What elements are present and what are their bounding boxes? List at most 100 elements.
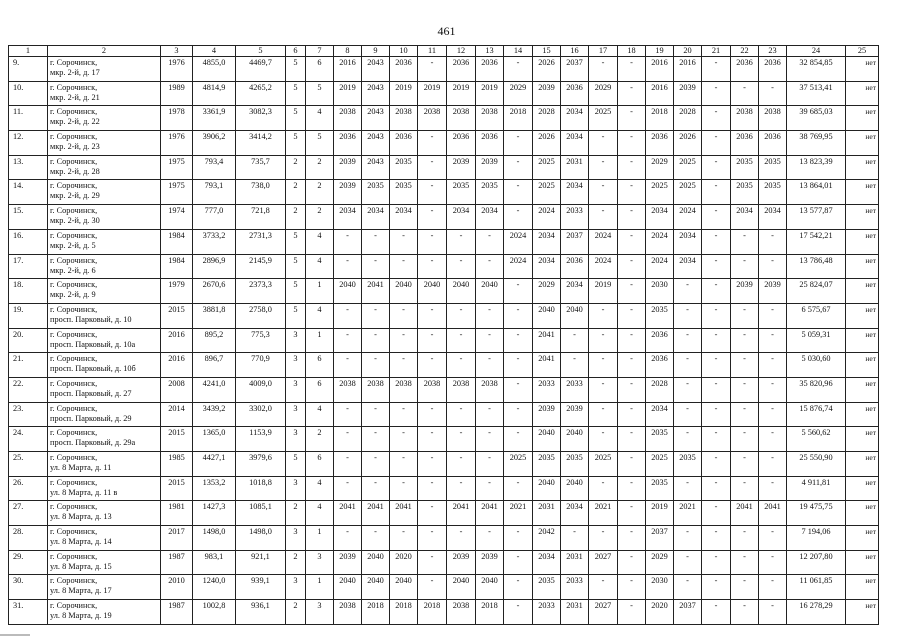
value-cell: 2034 <box>560 500 589 527</box>
value-cell: 1987 <box>160 549 193 576</box>
address-city: г. Сорочинск, <box>50 428 98 438</box>
value-cell: 2039 <box>673 80 702 107</box>
cost-cell: 37 513,41 <box>786 80 846 107</box>
address-street: мкр. 2-й, д. 17 <box>50 68 100 77</box>
column-header: 10 <box>389 45 418 57</box>
value-cell: 2033 <box>560 376 589 403</box>
value-cell: - <box>730 302 759 329</box>
value-cell: 721,8 <box>235 204 286 230</box>
value-cell: - <box>701 376 731 403</box>
value-cell: - <box>758 401 787 428</box>
value-cell: - <box>588 525 618 551</box>
value-cell: - <box>503 549 533 576</box>
value-cell: - <box>673 302 702 329</box>
value-cell: 2018 <box>361 599 390 625</box>
value-cell: 2025 <box>645 451 674 477</box>
value-cell: 1987 <box>160 599 193 625</box>
value-cell: 2038 <box>446 376 476 403</box>
status-cell: нет <box>845 525 879 551</box>
value-cell: 2043 <box>361 154 390 181</box>
value-cell: - <box>503 327 533 354</box>
value-cell: 3733,2 <box>192 228 236 255</box>
value-cell: 2034 <box>560 179 589 206</box>
column-header: 12 <box>446 45 476 57</box>
column-header: 18 <box>617 45 646 57</box>
value-cell: 2039 <box>475 154 504 181</box>
value-cell: 1976 <box>160 130 193 156</box>
value-cell: 1 <box>305 574 334 601</box>
value-cell: 2025 <box>503 451 533 477</box>
address-street: просп. Парковый, д. 10а <box>50 339 136 349</box>
address-street: мкр. 2-й, д. 29 <box>50 191 100 201</box>
value-cell: - <box>361 475 390 502</box>
table-row: 26. г. Сорочинск, ул. 8 Марта, д. 11 в 2015… <box>8 475 879 502</box>
value-cell: 2024 <box>673 204 702 230</box>
column-header: 22 <box>730 45 759 57</box>
value-cell: 777,0 <box>192 204 236 230</box>
value-cell: - <box>503 302 533 329</box>
value-cell: 2035 <box>361 179 390 206</box>
value-cell: 1981 <box>160 500 193 527</box>
value-cell: 2034 <box>361 204 390 230</box>
value-cell: - <box>617 574 646 601</box>
value-cell: 1085,1 <box>235 500 286 527</box>
value-cell: - <box>617 80 646 107</box>
value-cell: 3 <box>285 352 306 378</box>
value-cell: 1975 <box>160 179 193 206</box>
value-cell: 2670,6 <box>192 278 236 304</box>
value-cell: 2731,3 <box>235 228 286 255</box>
address-cell: г. Сорочинск, ул. 8 Марта, д. 13 <box>47 500 161 527</box>
value-cell: - <box>701 327 731 354</box>
address-street: ул. 8 Марта, д. 15 <box>50 561 112 571</box>
value-cell: 2034 <box>645 401 674 428</box>
address-city: г. Сорочинск, <box>50 601 98 611</box>
table-row: 31. г. Сорочинск, ул. 8 Марта, д. 19 1987 10… <box>8 599 879 625</box>
value-cell: 2015 <box>160 302 193 329</box>
value-cell: 3 <box>285 426 306 452</box>
row-number: 27. <box>8 500 48 527</box>
address-cell: г. Сорочинск, просп. Парковый, д. 29 <box>47 401 161 428</box>
value-cell: 2025 <box>532 179 561 206</box>
value-cell: 2018 <box>645 105 674 132</box>
status-cell: нет <box>845 302 879 329</box>
cost-cell: 5 560,62 <box>786 426 846 452</box>
value-cell: 2015 <box>160 426 193 452</box>
value-cell: 2035 <box>758 154 787 181</box>
value-cell: - <box>758 525 787 551</box>
value-cell: 2896,9 <box>192 253 236 280</box>
column-header: 21 <box>701 45 731 57</box>
value-cell: 2 <box>305 154 334 181</box>
value-cell: - <box>730 451 759 477</box>
value-cell: 6 <box>305 352 334 378</box>
value-cell: 2014 <box>160 401 193 428</box>
value-cell: 2027 <box>588 599 618 625</box>
value-cell: - <box>389 451 418 477</box>
value-cell: 2041 <box>361 278 390 304</box>
value-cell: 2034 <box>560 105 589 132</box>
value-cell: 3439,2 <box>192 401 236 428</box>
address-cell: г. Сорочинск, просп. Парковый, д. 10а <box>47 327 161 354</box>
value-cell: 2034 <box>560 130 589 156</box>
value-cell: 2035 <box>730 154 759 181</box>
value-cell: - <box>758 376 787 403</box>
value-cell: 6 <box>305 56 334 82</box>
address-street: просп. Парковый, д. 29а <box>50 438 136 448</box>
value-cell: 1984 <box>160 228 193 255</box>
value-cell: - <box>617 105 646 132</box>
value-cell: - <box>701 130 731 156</box>
cost-cell: 13 823,39 <box>786 154 846 181</box>
value-cell: - <box>417 56 447 82</box>
value-cell: - <box>730 253 759 280</box>
value-cell: 4 <box>305 302 334 329</box>
value-cell: 2031 <box>560 549 589 576</box>
value-cell: 2039 <box>758 278 787 304</box>
table-row: 14. г. Сорочинск, мкр. 2-й, д. 29 1975 793,1… <box>8 179 879 206</box>
value-cell: 3 <box>305 549 334 576</box>
cost-cell: 6 575,67 <box>786 302 846 329</box>
value-cell: 3302,0 <box>235 401 286 428</box>
value-cell: 3 <box>305 599 334 625</box>
value-cell: 1498,0 <box>192 525 236 551</box>
value-cell: - <box>673 278 702 304</box>
value-cell: 2034 <box>389 204 418 230</box>
value-cell: - <box>730 574 759 601</box>
